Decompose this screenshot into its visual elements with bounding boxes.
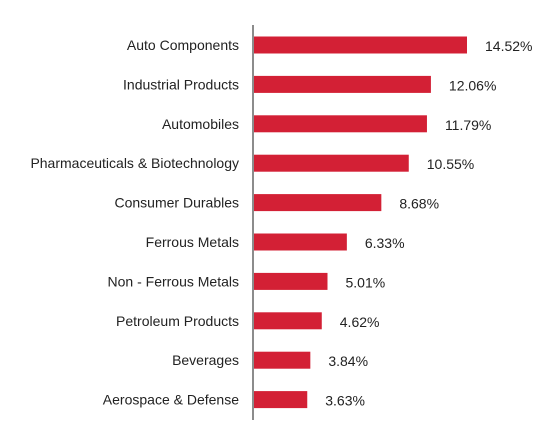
value-label-aerospace-and-defense: 3.63% [325,393,365,409]
category-label-petroleum-products: Petroleum Products [116,313,239,329]
category-label-automobiles: Automobiles [162,116,239,132]
category-label-beverages: Beverages [172,352,239,368]
bar-pharmaceuticals-and-biotechnology [254,154,409,172]
value-label-ferrous-metals: 6.33% [365,235,405,251]
value-labels: 14.52% 12.06% 11.79% 10.55% 8.68% 6.33% 5.01% 4… [325,38,532,409]
bar-industrial-products [254,75,431,93]
category-label-pharmaceuticals-and-biotechnology: Pharmaceuticals & Biotechnology [30,155,239,171]
value-label-beverages: 3.84% [328,353,368,369]
value-label-industrial-products: 12.06% [449,77,496,93]
value-label-auto-components: 14.52% [485,38,532,54]
bar-beverages [254,351,311,369]
category-label-consumer-durables: Consumer Durables [115,195,240,211]
value-label-consumer-durables: 8.68% [399,196,439,212]
bar-non-ferrous-metals [254,272,328,290]
bar-auto-components [254,36,467,54]
value-label-pharmaceuticals-and-biotechnology: 10.55% [427,156,474,172]
category-label-ferrous-metals: Ferrous Metals [146,234,239,250]
bar-automobiles [254,115,427,133]
bar-petroleum-products [254,312,322,330]
bar-aerospace-and-defense [254,391,308,409]
category-label-auto-components: Auto Components [127,37,239,53]
value-label-automobiles: 11.79% [445,117,491,133]
category-label-aerospace-and-defense: Aerospace & Defense [103,392,239,408]
category-label-non-ferrous-metals: Non - Ferrous Metals [108,273,239,289]
category-label-industrial-products: Industrial Products [123,76,239,92]
bars-group [254,36,467,409]
bar-ferrous-metals [254,233,347,251]
value-label-petroleum-products: 4.62% [340,314,380,330]
bar-consumer-durables [254,194,382,212]
category-labels: Auto Components Industrial Products Automo… [30,37,239,408]
value-label-non-ferrous-metals: 5.01% [345,274,385,290]
